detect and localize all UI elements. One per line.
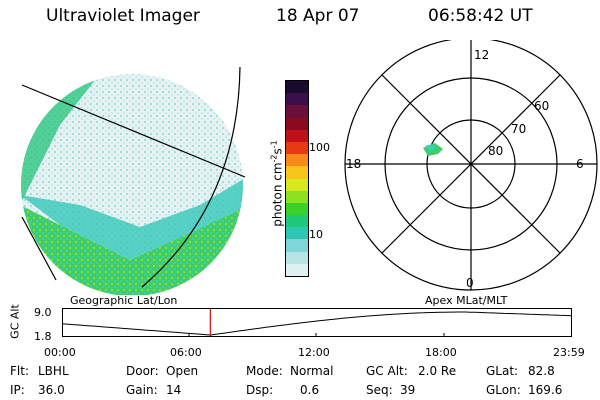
instrument-title: Ultraviolet Imager (46, 6, 200, 26)
filter-label: Flt: (10, 364, 29, 378)
lat-label-80: 80 (488, 144, 503, 158)
mlt-label-0: 0 (466, 276, 474, 290)
colorbar-segment (286, 129, 308, 142)
lat-label-70: 70 (511, 122, 526, 136)
ip-label: IP: (10, 383, 25, 397)
mode-value: Normal (290, 364, 334, 378)
time-tick-0600: 06:00 (170, 346, 202, 359)
colorbar-segment (286, 105, 308, 118)
observation-date: 18 Apr 07 (276, 6, 360, 26)
altitude-max-label: 9.0 (34, 306, 52, 319)
time-tick-0000: 00:00 (44, 346, 76, 359)
seq-value: 39 (400, 383, 416, 397)
gain-value: 14 (166, 383, 182, 397)
altitude-min-label: 1.8 (34, 330, 52, 343)
polar-mlat-mlt-plot: 80 70 60 12 18 6 0 (344, 40, 598, 291)
colorbar-segment (286, 166, 308, 179)
colorbar-segment (286, 202, 308, 216)
glon-label: GLon: (486, 383, 521, 397)
door-label: Door: (126, 364, 159, 378)
altitude-plot (62, 308, 573, 337)
colorbar-segment (286, 251, 308, 264)
altitude-axis-label: GC Alt (8, 304, 22, 339)
colorbar-segment (286, 117, 308, 130)
time-tick-1200: 12:00 (298, 346, 330, 359)
color-scale-bar (285, 80, 309, 277)
geographic-image-panel (21, 66, 246, 295)
colorbar-tick-100: 100 (309, 141, 330, 154)
colorbar-segment (286, 81, 308, 94)
lat-label-60: 60 (534, 99, 549, 113)
glon-value: 169.6 (528, 383, 563, 397)
filter-value: LBHL (38, 364, 69, 378)
mode-label: Mode: (246, 364, 283, 378)
colorbar-tick-10: 10 (309, 228, 323, 241)
ip-value: 36.0 (38, 383, 65, 397)
colorbar-segment (286, 227, 308, 240)
gain-label: Gain: (126, 383, 158, 397)
observation-time: 06:58:42 UT (428, 6, 533, 26)
colorbar-segment (286, 263, 308, 276)
colorbar-unit-label: photon cm-2s-1 (269, 140, 285, 227)
dsp-value: 0.6 (300, 383, 320, 397)
colorbar-segment (286, 141, 308, 155)
geographic-label: Geographic Lat/Lon (70, 294, 178, 307)
colorbar-segment (286, 239, 308, 252)
mlt-label-6: 6 (576, 157, 584, 171)
seq-label: Seq: (366, 383, 393, 397)
time-tick-2359: 23:59 (553, 346, 585, 359)
time-tick-1800: 18:00 (425, 346, 457, 359)
colorbar-segment (286, 154, 308, 167)
mlt-label-12: 12 (474, 48, 489, 62)
door-value: Open (166, 364, 199, 378)
apex-label: Apex MLat/MLT (425, 294, 508, 307)
colorbar-segment (286, 190, 308, 203)
colorbar-segment (286, 178, 308, 191)
gc-alt-value: 2.0 Re (418, 364, 457, 378)
colorbar-segment (286, 215, 308, 228)
glat-label: GLat: (486, 364, 519, 378)
gc-alt-label: GC Alt: (366, 364, 408, 378)
glat-value: 82.8 (528, 364, 555, 378)
colorbar-segment (286, 93, 308, 106)
dsp-label: Dsp: (246, 383, 274, 397)
mlt-label-18: 18 (346, 157, 361, 171)
